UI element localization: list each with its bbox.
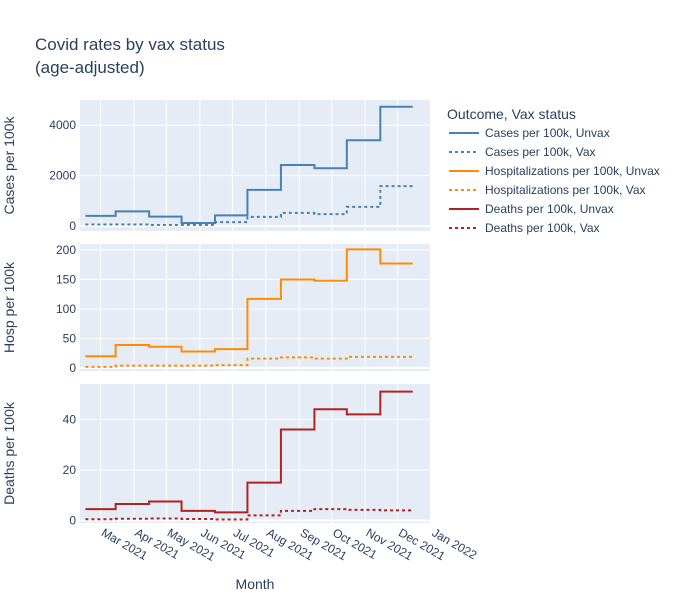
subplot-3: 0 20 40 Deaths per 100k (1, 384, 430, 527)
legend-item[interactable]: Hospitalizations per 100k, Unvax (449, 164, 660, 178)
y-tick-label: 100 (56, 302, 76, 316)
legend-label: Deaths per 100k, Unvax (485, 202, 614, 216)
series-line-unvax-2[interactable] (85, 248, 413, 358)
subplot-2: 0 50 100 150 200 Hosp per 100k (1, 243, 430, 375)
legend-label: Hospitalizations per 100k, Vax (485, 183, 646, 197)
subplot-1: 0 2000 4000 Cases per 100k (1, 100, 430, 233)
legend-title: Outcome, Vax status (447, 106, 576, 122)
series-line-unvax-3[interactable] (85, 390, 413, 514)
y-tick-label: 0 (69, 513, 76, 527)
y-tick-label: 20 (63, 463, 77, 477)
y-axis-title: Cases per 100k (1, 115, 17, 214)
series-line-vax-1[interactable] (85, 185, 413, 226)
series-line-vax-2[interactable] (85, 355, 413, 368)
series-line-unvax-1[interactable] (85, 105, 413, 224)
chart-title-line-1: Covid rates by vax status (35, 35, 225, 54)
plot-background (80, 100, 430, 231)
legend-item[interactable]: Cases per 100k, Unvax (449, 126, 610, 140)
legend-label: Cases per 100k, Unvax (485, 126, 610, 140)
y-axis-title: Hosp per 100k (1, 261, 17, 353)
legend-item[interactable]: Deaths per 100k, Unvax (449, 202, 614, 216)
y-tick-label: 0 (69, 361, 76, 375)
y-tick-label: 40 (63, 412, 77, 426)
y-tick-label: 4000 (49, 118, 76, 132)
y-tick-label: 2000 (49, 169, 76, 183)
y-tick-label: 150 (56, 272, 76, 286)
legend-label: Hospitalizations per 100k, Unvax (485, 164, 660, 178)
legend-item[interactable]: Hospitalizations per 100k, Vax (449, 183, 646, 197)
x-axis-title: Month (236, 576, 275, 592)
y-axis-title: Deaths per 100k (1, 401, 17, 505)
legend-label: Deaths per 100k, Vax (485, 221, 600, 235)
y-tick-label: 0 (69, 219, 76, 233)
legend-label: Cases per 100k, Vax (485, 145, 596, 159)
legend[interactable]: Outcome, Vax status Cases per 100k, Unva… (447, 106, 660, 235)
y-tick-label: 200 (56, 243, 76, 257)
chart-title-line-2: (age-adjusted) (35, 58, 145, 77)
y-tick-label: 50 (63, 332, 77, 346)
plot-background (80, 244, 430, 371)
legend-item[interactable]: Cases per 100k, Vax (449, 145, 596, 159)
plot-background (80, 384, 430, 523)
legend-item[interactable]: Deaths per 100k, Vax (449, 221, 600, 235)
